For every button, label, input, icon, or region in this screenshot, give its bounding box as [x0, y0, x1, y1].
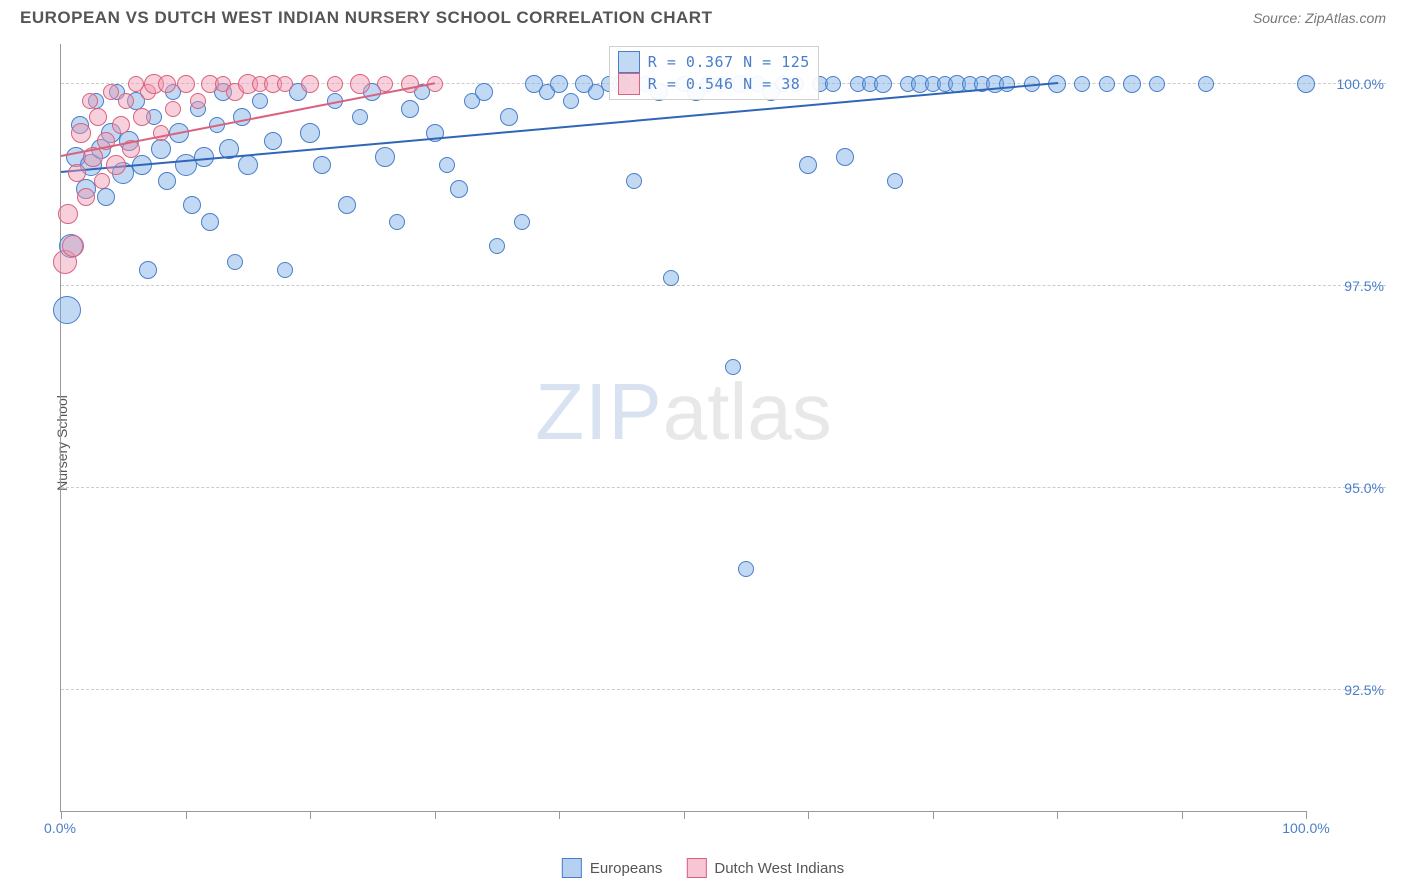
data-point	[53, 296, 81, 324]
data-point	[1074, 76, 1090, 92]
data-point	[264, 132, 282, 150]
data-point	[338, 196, 356, 214]
legend-item: Europeans	[562, 858, 663, 878]
data-point	[738, 561, 754, 577]
legend-item: Dutch West Indians	[686, 858, 844, 878]
gridline	[61, 689, 1386, 690]
y-tick-label: 97.5%	[1314, 278, 1384, 294]
legend-swatch	[686, 858, 706, 878]
legend-swatch	[562, 858, 582, 878]
data-point	[874, 75, 892, 93]
data-point	[313, 156, 331, 174]
data-point	[158, 172, 176, 190]
gridline	[61, 285, 1386, 286]
data-point	[836, 148, 854, 166]
data-point	[133, 108, 151, 126]
watermark-zip: ZIP	[535, 367, 662, 456]
stats-swatch	[618, 73, 640, 95]
data-point	[71, 123, 91, 143]
source-label: Source: ZipAtlas.com	[1253, 10, 1386, 26]
data-point	[165, 101, 181, 117]
data-point	[725, 359, 741, 375]
data-point	[301, 75, 319, 93]
data-point	[82, 93, 98, 109]
data-point	[94, 173, 110, 189]
data-point	[1198, 76, 1214, 92]
data-point	[68, 164, 86, 182]
data-point	[97, 188, 115, 206]
chart-container: Nursery School ZIPatlas 100.0%97.5%95.0%…	[20, 44, 1386, 842]
data-point	[999, 76, 1015, 92]
data-point	[475, 83, 493, 101]
data-point	[62, 235, 84, 257]
stats-box: R = 0.367 N = 125 R = 0.546 N = 38	[609, 46, 819, 100]
data-point	[799, 156, 817, 174]
stats-row: R = 0.546 N = 38	[618, 73, 810, 95]
data-point	[103, 84, 119, 100]
data-point	[177, 75, 195, 93]
data-point	[89, 108, 107, 126]
data-point	[151, 139, 171, 159]
stats-text: R = 0.546 N = 38	[648, 75, 801, 93]
x-tick	[1306, 811, 1307, 819]
stats-row: R = 0.367 N = 125	[618, 51, 810, 73]
data-point	[352, 109, 368, 125]
data-point	[183, 196, 201, 214]
data-point	[450, 180, 468, 198]
data-point	[300, 123, 320, 143]
data-point	[327, 76, 343, 92]
data-point	[190, 93, 206, 109]
data-point	[158, 75, 176, 93]
data-point	[550, 75, 568, 93]
legend-label: Dutch West Indians	[714, 860, 844, 877]
data-point	[77, 188, 95, 206]
data-point	[887, 173, 903, 189]
data-point	[252, 93, 268, 109]
watermark: ZIPatlas	[535, 366, 831, 458]
legend: Europeans Dutch West Indians	[562, 858, 844, 878]
data-point	[277, 262, 293, 278]
data-point	[1149, 76, 1165, 92]
data-point	[563, 93, 579, 109]
legend-label: Europeans	[590, 860, 663, 877]
data-point	[514, 214, 530, 230]
chart-title: EUROPEAN VS DUTCH WEST INDIAN NURSERY SC…	[20, 8, 712, 28]
data-point	[439, 157, 455, 173]
data-point	[1297, 75, 1315, 93]
watermark-atlas: atlas	[663, 367, 832, 456]
data-point	[118, 93, 134, 109]
data-point	[227, 254, 243, 270]
stats-text: R = 0.367 N = 125	[648, 53, 810, 71]
data-point	[201, 213, 219, 231]
data-point	[825, 76, 841, 92]
y-tick-label: 92.5%	[1314, 682, 1384, 698]
data-point	[58, 204, 78, 224]
data-point	[350, 74, 370, 94]
stats-swatch	[618, 51, 640, 73]
data-point	[112, 116, 130, 134]
data-point	[489, 238, 505, 254]
x-axis-labels: 0.0%100.0%	[60, 818, 1306, 842]
gridline	[61, 487, 1386, 488]
data-point	[1123, 75, 1141, 93]
data-point	[139, 261, 157, 279]
plot-area: ZIPatlas 100.0%97.5%95.0%92.5%R = 0.367 …	[60, 44, 1306, 812]
y-tick-label: 95.0%	[1314, 480, 1384, 496]
data-point	[238, 155, 258, 175]
data-point	[401, 100, 419, 118]
y-tick-label: 100.0%	[1314, 76, 1384, 92]
data-point	[626, 173, 642, 189]
data-point	[500, 108, 518, 126]
x-tick-label: 100.0%	[1282, 820, 1329, 836]
data-point	[389, 214, 405, 230]
data-point	[663, 270, 679, 286]
data-point	[106, 155, 126, 175]
data-point	[277, 76, 293, 92]
data-point	[375, 147, 395, 167]
data-point	[401, 75, 419, 93]
data-point	[1099, 76, 1115, 92]
x-tick-label: 0.0%	[44, 820, 76, 836]
